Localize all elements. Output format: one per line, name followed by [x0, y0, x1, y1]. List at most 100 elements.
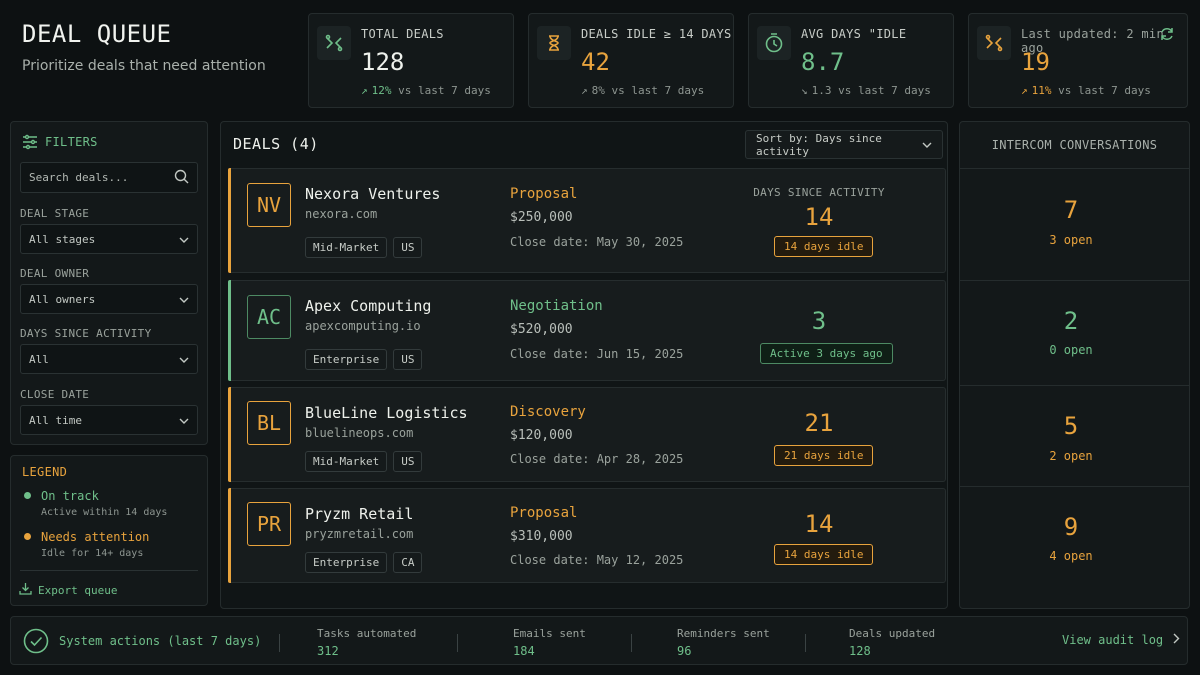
kpi-label: DEALS IDLE ≥ 14 DAYS: [581, 27, 732, 41]
days-since-activity: 21: [804, 409, 834, 437]
kpi-trend: ↗ 11% vs last 7 days: [1021, 84, 1151, 97]
shuffle-icon: [317, 26, 351, 60]
legend-divider: [20, 570, 198, 571]
deal-tags: Mid-Market US: [305, 237, 423, 258]
deal-tags: Enterprise CA: [305, 552, 423, 573]
deal-card[interactable]: PR Pryzm Retail pryzmretail.com Enterpri…: [228, 488, 946, 583]
kpi-trend: ↗ 8% vs last 7 days: [581, 84, 705, 97]
conversation-count: 9: [1063, 513, 1079, 541]
download-icon: [19, 582, 32, 598]
search-input[interactable]: Search deals...: [20, 162, 198, 193]
stat-label: Tasks automated: [317, 627, 417, 640]
deal-card[interactable]: NV Nexora Ventures nexora.com Mid-Market…: [228, 168, 946, 273]
kpi-value: 19: [1021, 48, 1050, 76]
last-updated-label: Last updated: 2 min ago: [1021, 27, 1164, 55]
chevron-down-icon: [179, 293, 189, 306]
legend-title: LEGEND: [22, 465, 68, 479]
sort-select[interactable]: Sort by: Days since activity: [745, 130, 943, 159]
needs-attention-dot: [24, 533, 31, 540]
kpi-label: TOTAL DEALS: [361, 27, 444, 41]
export-queue-link[interactable]: Export queue: [19, 582, 117, 598]
days-since-activity: 3: [811, 307, 827, 335]
deal-stage-select[interactable]: All stages: [20, 224, 198, 254]
trend-up-icon: ↗: [581, 84, 588, 97]
segment-tag: Mid-Market: [305, 451, 388, 472]
deal-stage-value: All stages: [29, 232, 96, 246]
deal-domain: bluelineops.com: [305, 426, 414, 440]
status-badge: 14 days idle: [774, 544, 874, 565]
trend-down-icon: ↘: [801, 84, 808, 97]
deal-stage-label: DEAL STAGE: [20, 207, 90, 220]
stat-value: 96: [677, 644, 692, 658]
kpi-value: 8.7: [801, 48, 845, 76]
region-tag: US: [393, 451, 423, 472]
intercom-title: INTERCOM CONVERSATIONS: [991, 138, 1158, 152]
hourglass-icon: [537, 26, 571, 60]
status-bar: [228, 488, 231, 583]
deals-title: DEALS (4): [233, 135, 319, 153]
divider: [960, 168, 1189, 169]
status-badge: 14 days idle: [774, 236, 874, 257]
filters-title: FILTERS: [45, 135, 98, 149]
kpi-trend: ↗ 12% vs last 7 days: [361, 84, 491, 97]
open-count: 0 open: [1049, 343, 1093, 357]
kpi-avg-days-idle: AVG DAYS "IDLE 8.7 ↘ 1.3 vs last 7 days: [748, 13, 954, 108]
deal-amount: $250,000: [510, 210, 573, 225]
divider: [279, 634, 280, 652]
deal-domain: pryzmretail.com: [305, 527, 414, 541]
status-bar: [228, 280, 231, 381]
close-date-value: All time: [29, 413, 82, 427]
divider: [960, 486, 1189, 487]
days-since-activity-select[interactable]: All: [20, 344, 198, 374]
filter-icon: [22, 134, 38, 154]
page-subtitle: Prioritize deals that need attention: [22, 58, 266, 74]
kpi-last-updated: Last updated: 2 min ago 19 ↗ 11% vs last …: [968, 13, 1188, 108]
deal-stage: Proposal: [510, 505, 578, 521]
check-circle-icon: [23, 628, 49, 658]
chevron-down-icon: [179, 414, 189, 427]
kpi-idle-deals: DEALS IDLE ≥ 14 DAYS 42 ↗ 8% vs last 7 da…: [528, 13, 734, 108]
chevron-down-icon: [179, 233, 189, 246]
segment-tag: Mid-Market: [305, 237, 388, 258]
open-count: 4 open: [1049, 549, 1093, 563]
deal-close-date: Close date: Apr 28, 2025: [510, 452, 684, 466]
clock-icon: [757, 26, 791, 60]
region-tag: CA: [393, 552, 423, 573]
legend-needs-attention: Needs attention: [41, 530, 150, 544]
days-since-activity-value: All: [29, 352, 49, 366]
search-icon: [174, 169, 189, 187]
deal-owner-label: DEAL OWNER: [20, 267, 90, 280]
deal-card[interactable]: AC Apex Computing apexcomputing.io Enter…: [228, 280, 946, 381]
region-tag: US: [393, 237, 423, 258]
conversation-count: 5: [1063, 412, 1079, 440]
deal-card[interactable]: BL BlueLine Logistics bluelineops.com Mi…: [228, 387, 946, 482]
refresh-icon[interactable]: [1159, 26, 1175, 46]
chevron-right-icon: [1173, 633, 1180, 647]
deal-amount: $520,000: [510, 322, 573, 337]
open-count: 3 open: [1049, 233, 1093, 247]
deal-name[interactable]: Apex Computing: [305, 297, 432, 315]
shuffle-icon: [977, 26, 1011, 60]
divider: [805, 634, 806, 652]
trend-up-icon: ↗: [361, 84, 368, 97]
sort-value: Sort by: Days since activity: [756, 131, 882, 158]
deal-name[interactable]: BlueLine Logistics: [305, 404, 468, 422]
deal-stage: Discovery: [510, 404, 586, 420]
kpi-label: AVG DAYS "IDLE: [801, 27, 907, 41]
status-bar: [228, 387, 231, 482]
trend-up-icon: ↗: [1021, 84, 1028, 97]
deal-tags: Mid-Market US: [305, 451, 423, 472]
system-actions-bar: System actions (last 7 days) Tasks autom…: [10, 616, 1188, 665]
close-date-select[interactable]: All time: [20, 405, 198, 435]
deal-close-date: Close date: May 30, 2025: [510, 235, 684, 249]
deal-stage: Proposal: [510, 186, 578, 202]
conversation-count: 7: [1063, 196, 1079, 224]
deal-avatar: NV: [247, 183, 291, 227]
deal-name[interactable]: Nexora Ventures: [305, 185, 441, 203]
deal-name[interactable]: Pryzm Retail: [305, 505, 414, 523]
legend-panel: LEGEND On track Active within 14 days Ne…: [10, 455, 208, 606]
view-audit-log-link[interactable]: View audit log: [1062, 633, 1180, 647]
days-header: DAYS SINCE ACTIVITY: [753, 186, 885, 199]
view-audit-log-label: View audit log: [1062, 633, 1164, 647]
deal-owner-select[interactable]: All owners: [20, 284, 198, 314]
